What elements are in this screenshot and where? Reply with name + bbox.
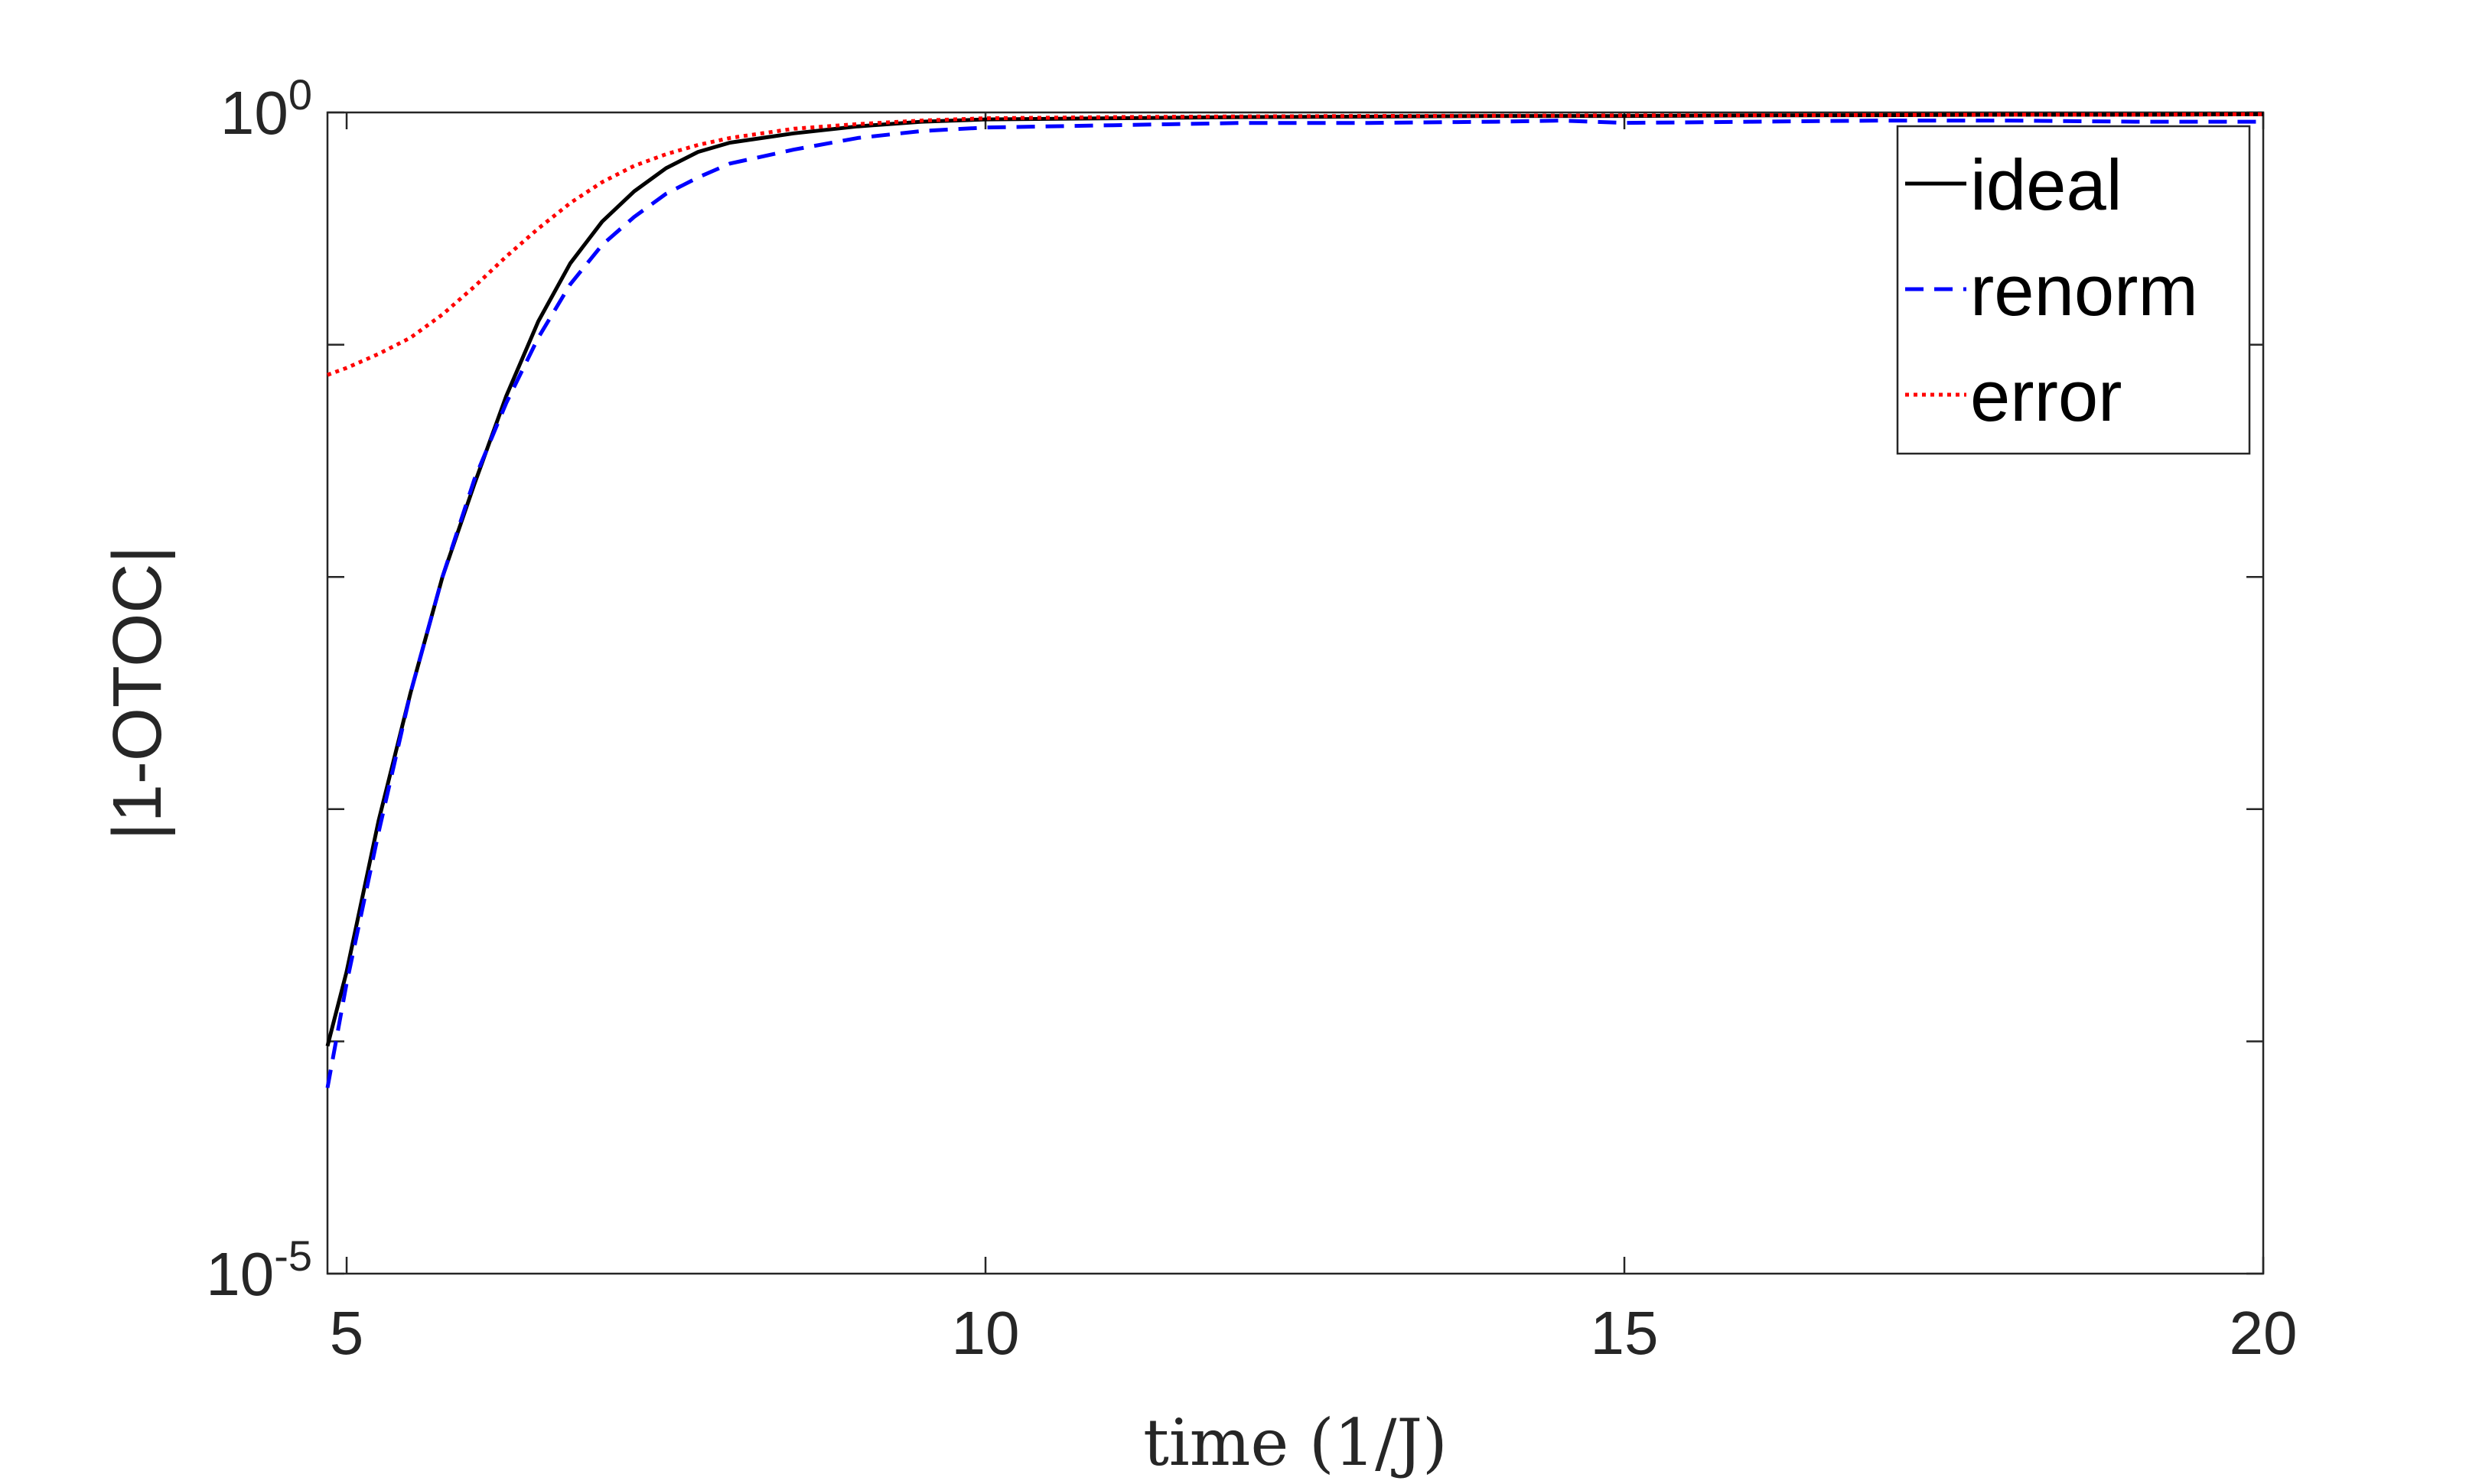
- x-tick-label: 15: [1591, 1299, 1659, 1367]
- legend-label-error: error: [1970, 356, 2122, 436]
- legend-box: [1896, 125, 2251, 455]
- x-tick-label: 20: [2230, 1299, 2298, 1367]
- legend: ideal renorm error: [1896, 125, 2251, 455]
- x-tick-label: 10: [952, 1299, 1020, 1367]
- y-tick-label: 10-5: [206, 1232, 312, 1308]
- legend-label-renorm: renorm: [1970, 250, 2198, 330]
- series-layer: [325, 112, 2264, 1089]
- y-tick-label: 100: [220, 70, 312, 147]
- ticks-layer: 5 10 15 20 10-5 100: [206, 70, 2297, 1367]
- series-line-error: [327, 112, 2264, 377]
- y-axis-label: |1-OTOC|: [99, 545, 176, 840]
- series-line-renorm: [325, 119, 2263, 1089]
- x-axis-label: time (1/J): [1143, 1405, 1448, 1480]
- x-tick-label: 5: [330, 1299, 364, 1367]
- legend-label-ideal: ideal: [1970, 145, 2122, 225]
